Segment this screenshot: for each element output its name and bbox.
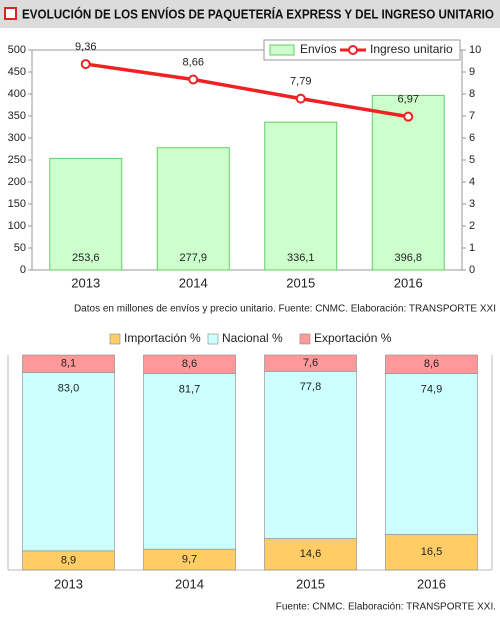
y2-tick-label: 0 bbox=[469, 264, 475, 276]
bar-segment bbox=[264, 538, 357, 571]
bar bbox=[371, 94, 445, 271]
y2-tick-label: 6 bbox=[469, 132, 475, 144]
line-marker bbox=[403, 111, 414, 122]
value-label: 6,97 bbox=[398, 94, 419, 106]
y2-tick-label: 4 bbox=[469, 176, 475, 188]
source-note: Fuente: CNMC. Elaboración: TRANSPORTE XX… bbox=[276, 602, 496, 613]
bar bbox=[264, 121, 338, 271]
legend-label: Nacional % bbox=[222, 331, 283, 345]
y2-tick-label: 10 bbox=[469, 44, 481, 56]
value-label: 83,0 bbox=[58, 382, 79, 394]
value-label: 74,9 bbox=[421, 383, 442, 395]
y2-tick-label: 3 bbox=[469, 198, 475, 210]
bar-segment bbox=[385, 373, 478, 535]
x-tick-label: 2016 bbox=[394, 275, 423, 290]
y2-tick-label: 5 bbox=[469, 154, 475, 166]
value-label: 7,6 bbox=[303, 357, 318, 369]
bar bbox=[49, 157, 123, 271]
bar-segment bbox=[264, 354, 357, 372]
header-icon bbox=[4, 7, 17, 20]
x-tick-label: 2014 bbox=[175, 576, 204, 591]
value-label: 8,6 bbox=[182, 358, 197, 370]
bar-segment bbox=[143, 354, 236, 374]
y-tick-label: 100 bbox=[8, 220, 26, 232]
y-tick-label: 150 bbox=[8, 198, 26, 210]
value-label: 336,1 bbox=[287, 252, 315, 264]
y2-tick-label: 9 bbox=[469, 66, 475, 78]
y-tick-label: 50 bbox=[14, 242, 26, 254]
legend-label: Ingreso unitario bbox=[370, 42, 453, 56]
value-label: 8,9 bbox=[61, 554, 76, 566]
y-tick-label: 0 bbox=[20, 264, 26, 276]
y2-tick-label: 1 bbox=[469, 242, 475, 254]
value-label: 277,9 bbox=[179, 252, 207, 264]
bar-segment bbox=[22, 372, 115, 552]
legend-swatch bbox=[109, 333, 121, 345]
line-marker bbox=[295, 93, 306, 104]
value-label: 14,6 bbox=[300, 548, 321, 560]
value-label: 77,8 bbox=[300, 381, 321, 393]
value-label: 8,6 bbox=[424, 358, 439, 370]
y-tick-label: 200 bbox=[8, 176, 26, 188]
value-label: 16,5 bbox=[421, 546, 442, 558]
y2-tick-label: 2 bbox=[469, 220, 475, 232]
x-tick-label: 2016 bbox=[417, 576, 446, 591]
value-label: 8,1 bbox=[61, 358, 76, 370]
line bbox=[85, 62, 409, 119]
legend-marker bbox=[348, 45, 358, 55]
bar-segment bbox=[22, 354, 115, 373]
x-tick-label: 2015 bbox=[296, 576, 325, 591]
value-label: 396,8 bbox=[394, 252, 422, 264]
bar bbox=[156, 147, 230, 271]
line-marker bbox=[80, 59, 91, 70]
y-tick-label: 400 bbox=[8, 88, 26, 100]
value-label: 7,79 bbox=[290, 76, 311, 88]
value-label: 8,66 bbox=[183, 56, 204, 68]
bar-segment bbox=[385, 534, 478, 571]
legend-swatch bbox=[299, 333, 311, 345]
header-bar bbox=[0, 0, 500, 28]
x-tick-label: 2013 bbox=[54, 576, 83, 591]
x-tick-label: 2015 bbox=[286, 275, 315, 290]
bar-segment bbox=[264, 371, 357, 539]
value-label: 9,36 bbox=[75, 41, 96, 53]
y-tick-label: 450 bbox=[8, 66, 26, 78]
y-tick-label: 350 bbox=[8, 110, 26, 122]
y2-tick-label: 7 bbox=[469, 110, 475, 122]
value-label: 81,7 bbox=[179, 383, 200, 395]
line-marker bbox=[188, 74, 199, 85]
legend-swatch bbox=[269, 44, 295, 56]
y-tick-label: 500 bbox=[8, 44, 26, 56]
source-note: Datos en millones de envíos y precio uni… bbox=[74, 304, 496, 315]
legend-swatch bbox=[207, 333, 219, 345]
value-label: 253,6 bbox=[72, 252, 100, 264]
value-label: 9,7 bbox=[182, 553, 197, 565]
chart-title: EVOLUCIÓN DE LOS ENVÍOS DE PAQUETERÍA EX… bbox=[22, 6, 494, 21]
bar-segment bbox=[143, 373, 236, 550]
legend-label: Exportación % bbox=[314, 331, 392, 345]
x-tick-label: 2013 bbox=[71, 275, 100, 290]
bar-segment bbox=[385, 354, 478, 374]
legend-label: Envíos bbox=[300, 42, 337, 56]
y-tick-label: 250 bbox=[8, 154, 26, 166]
x-tick-label: 2014 bbox=[179, 275, 208, 290]
legend-label: Importación % bbox=[124, 331, 201, 345]
y-tick-label: 300 bbox=[8, 132, 26, 144]
y2-tick-label: 8 bbox=[469, 88, 475, 100]
